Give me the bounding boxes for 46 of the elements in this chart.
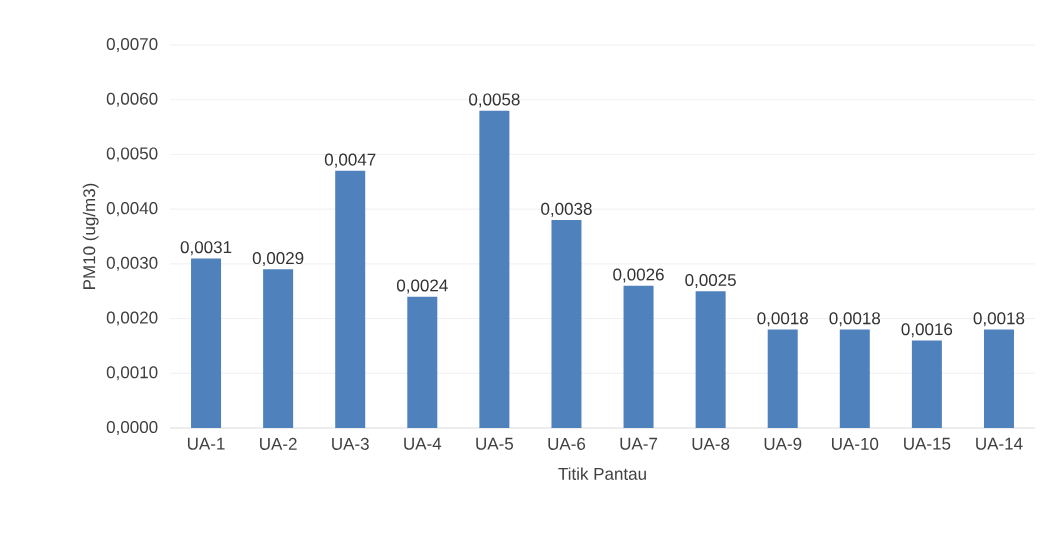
y-tick-label: 0,0010 <box>106 366 158 381</box>
bar <box>839 329 870 428</box>
x-tick-label: UA-9 <box>764 437 802 450</box>
bar <box>335 170 366 428</box>
bar <box>407 296 438 428</box>
y-tick-label: 0,0030 <box>106 256 158 271</box>
data-label: 0,0029 <box>252 252 304 267</box>
data-label: 0,0018 <box>829 312 881 327</box>
x-tick-label: UA-4 <box>404 437 442 450</box>
x-tick-label: UA-2 <box>260 437 297 450</box>
y-tick-label: 0,0060 <box>106 92 158 107</box>
x-tick-label: UA-6 <box>548 437 586 450</box>
bar <box>623 285 654 428</box>
x-tick-label: UA-1 <box>187 437 225 450</box>
x-tick-label: UA-3 <box>332 437 369 450</box>
bar <box>479 110 510 428</box>
x-tick-label: UA-5 <box>476 437 514 450</box>
y-tick-label: 0,0020 <box>106 311 158 326</box>
x-tick-label: UA-14 <box>976 437 1023 450</box>
data-label: 0,0024 <box>396 279 448 294</box>
bar <box>191 258 222 428</box>
x-tick-label: UA-8 <box>692 437 730 450</box>
bar <box>551 220 582 428</box>
bar <box>983 329 1014 428</box>
data-label: 0,0026 <box>613 268 664 283</box>
bar <box>695 291 726 428</box>
data-label: 0,0047 <box>324 153 376 168</box>
data-label: 0,0016 <box>901 323 953 338</box>
data-label: 0,0031 <box>180 241 232 256</box>
bar <box>767 329 798 428</box>
data-label: 0,0038 <box>541 202 592 217</box>
bar <box>911 340 942 428</box>
y-axis-title: PM10 (ug/m3) <box>82 183 99 289</box>
y-tick-label: 0,0070 <box>106 37 158 53</box>
data-label: 0,0018 <box>973 312 1025 327</box>
data-label: 0,0058 <box>469 93 520 108</box>
x-tick-label: UA-15 <box>904 437 951 450</box>
x-tick-label: UA-10 <box>832 437 879 450</box>
x-axis-title: Titik Pantau <box>558 467 646 480</box>
y-tick-label: 0,0000 <box>106 420 158 436</box>
y-tick-label: 0,0040 <box>106 202 158 217</box>
data-label: 0,0018 <box>757 312 808 327</box>
data-label: 0,0025 <box>685 273 736 289</box>
x-tick-label: UA-7 <box>620 437 658 450</box>
y-tick-label: 0,0050 <box>106 147 158 162</box>
bar <box>263 269 294 428</box>
